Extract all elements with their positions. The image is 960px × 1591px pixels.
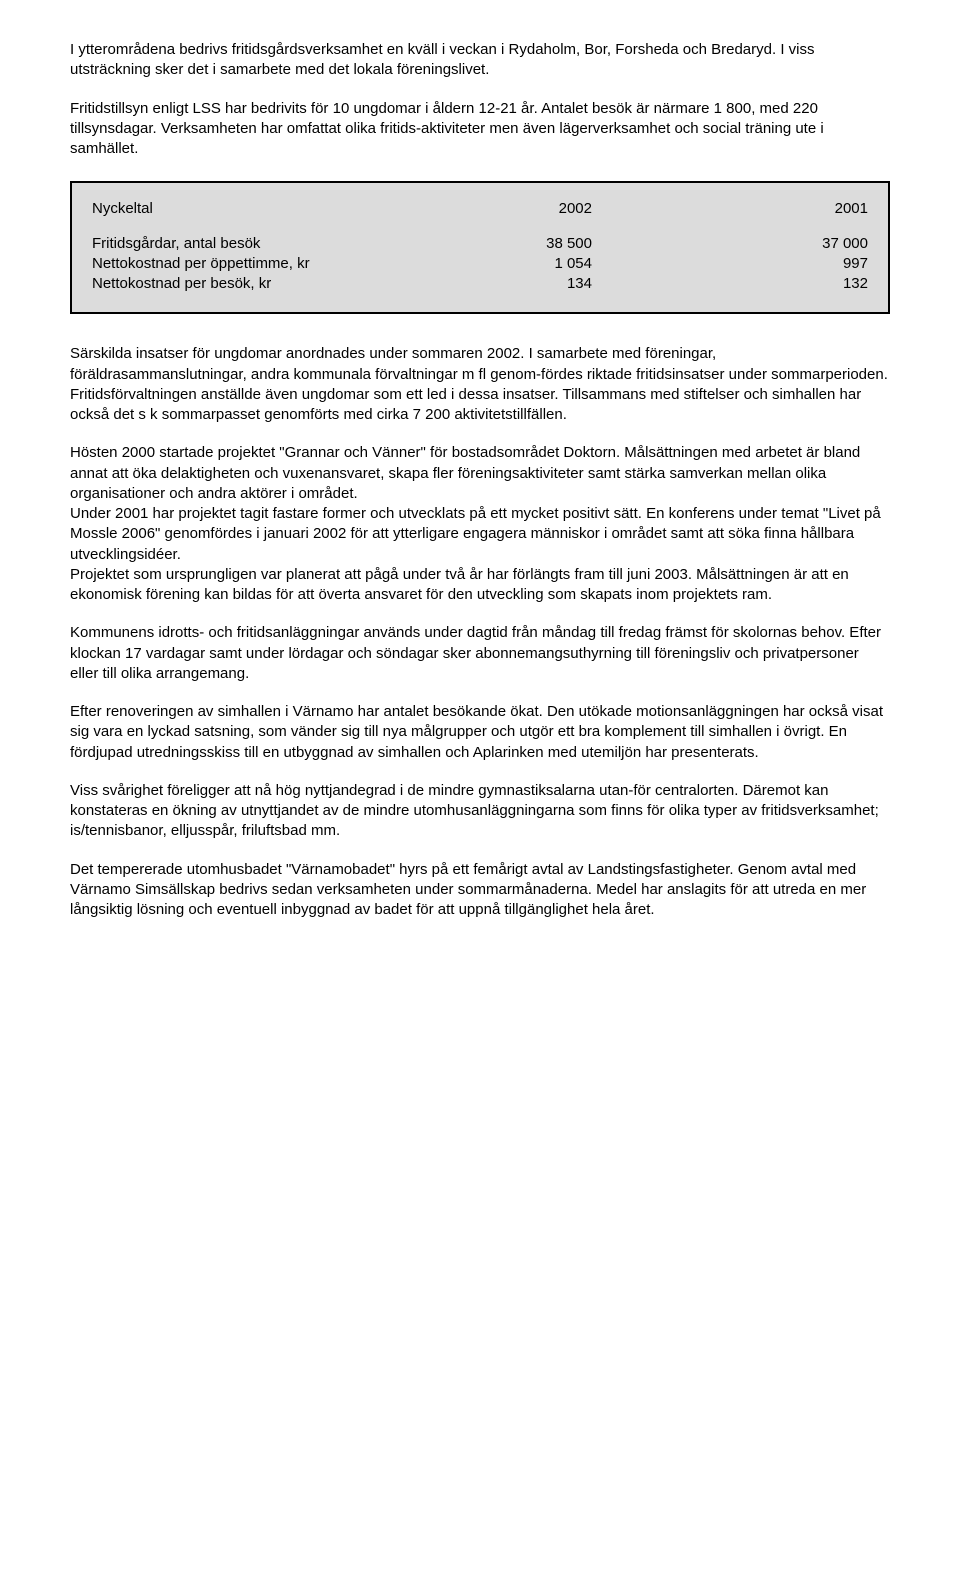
table-cell-2001: 997 (592, 254, 868, 274)
nyckeltal-table: Nyckeltal 2002 2001 Fritidsgårdar, antal… (70, 181, 890, 314)
paragraph: Hösten 2000 startade projektet "Grannar … (70, 443, 890, 504)
paragraph: Det tempererade utomhusbadet "Värnamobad… (70, 860, 890, 921)
document-page: I ytterområdena bedrivs fritidsgårdsverk… (0, 0, 960, 978)
paragraph: Särskilda insatser för ungdomar anordnad… (70, 344, 890, 425)
table-cell-label: Fritidsgårdar, antal besök (92, 234, 412, 254)
table-cell-2002: 38 500 (412, 234, 592, 254)
table-cell-label: Nettokostnad per besök, kr (92, 274, 412, 294)
table-header-row: Nyckeltal 2002 2001 (92, 199, 868, 219)
paragraph: Kommunens idrotts- och fritidsanläggning… (70, 623, 890, 684)
paragraph: Viss svårighet föreligger att nå hög nyt… (70, 781, 890, 842)
table-row: Nettokostnad per öppettimme, kr 1 054 99… (92, 254, 868, 274)
table-cell-2002: 1 054 (412, 254, 592, 274)
table-cell-2001: 37 000 (592, 234, 868, 254)
table-header-label: Nyckeltal (92, 199, 412, 219)
paragraph: I ytterområdena bedrivs fritidsgårdsverk… (70, 40, 890, 81)
paragraph: Projektet som ursprungligen var planerat… (70, 565, 890, 606)
table-header-2001: 2001 (592, 199, 868, 219)
table-cell-2001: 132 (592, 274, 868, 294)
paragraph: Fritidstillsyn enligt LSS har bedrivits … (70, 99, 890, 160)
table-row: Fritidsgårdar, antal besök 38 500 37 000 (92, 234, 868, 254)
paragraph: Under 2001 har projektet tagit fastare f… (70, 504, 890, 565)
paragraph: Efter renoveringen av simhallen i Värnam… (70, 702, 890, 763)
table-cell-label: Nettokostnad per öppettimme, kr (92, 254, 412, 274)
table-header-2002: 2002 (412, 199, 592, 219)
table-cell-2002: 134 (412, 274, 592, 294)
table-row: Nettokostnad per besök, kr 134 132 (92, 274, 868, 294)
